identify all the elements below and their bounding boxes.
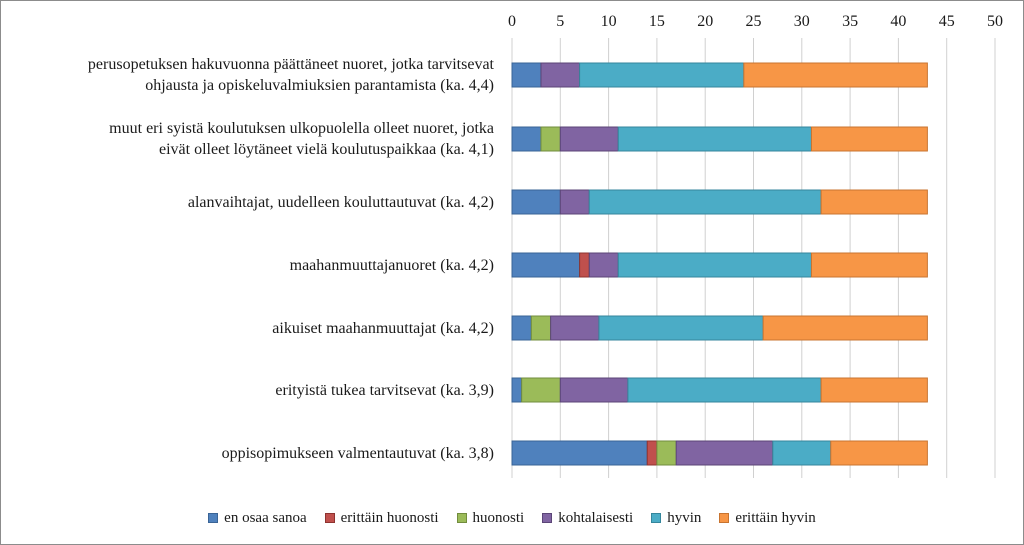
bar-segment-hyvin <box>588 189 822 215</box>
bar-segment-en-osaa-sanoa <box>511 440 648 466</box>
bar-segment-kohtalaisesti <box>559 189 590 215</box>
category-label: perusopetuksen hakuvuonna päättäneet nuo… <box>0 54 494 96</box>
bar-segment-hyvin <box>579 62 745 88</box>
legend-item: erittäin hyvin <box>719 509 816 527</box>
category-label: oppisopimukseen valmentautuvat (ka. 3,8) <box>0 443 494 464</box>
bar-segment-erittäin-hyvin <box>762 315 928 341</box>
legend-label: erittäin huonosti <box>340 509 439 526</box>
bar-segment-en-osaa-sanoa <box>511 315 532 341</box>
category-label: aikuiset maahanmuuttajat (ka. 4,2) <box>0 318 494 339</box>
category-label-line: ohjausta ja opiskeluvalmiuksien parantam… <box>145 77 494 94</box>
category-label-line: erityistä tukea tarvitsevat (ka. 3,9) <box>275 381 494 399</box>
x-tick-label: 20 <box>697 13 713 30</box>
bar-segment-kohtalaisesti <box>550 315 600 341</box>
x-tick-label: 35 <box>842 13 858 30</box>
legend-swatch <box>324 513 335 523</box>
chart-legend: en osaa sanoa erittäin huonosti huonosti ko… <box>0 506 1024 530</box>
bar-segment-erittäin-hyvin <box>743 62 928 88</box>
bar-segment-en-osaa-sanoa <box>511 377 523 403</box>
legend-label: hyvin <box>667 509 702 526</box>
bar-segment-hyvin <box>627 377 822 403</box>
bar-segment-kohtalaisesti <box>588 252 619 278</box>
bar-segment-hyvin <box>617 252 812 278</box>
legend-label: en osaa sanoa <box>224 509 307 526</box>
x-tick-label: 15 <box>649 13 665 30</box>
category-label-line: perusopetuksen hakuvuonna päättäneet nuo… <box>87 56 494 73</box>
x-tick-label: 25 <box>746 13 762 30</box>
legend-label: kohtalaisesti <box>558 509 634 526</box>
x-tick-label: 5 <box>556 13 564 30</box>
bar-segment-kohtalaisesti <box>559 126 619 152</box>
bar-segment-hyvin <box>617 126 812 152</box>
bar-segment-erittäin-hyvin <box>820 189 928 215</box>
category-label: muut eri syistä koulutuksen ulkopuolella… <box>0 118 494 160</box>
bar-segment-huonosti <box>656 440 677 466</box>
bar-segment-erittäin-huonosti <box>646 440 658 466</box>
bar-segment-erittäin-hyvin <box>810 126 928 152</box>
x-tick-label: 0 <box>508 13 516 30</box>
x-tick-label: 30 <box>794 13 810 30</box>
bar-segment-huonosti <box>521 377 561 403</box>
category-label-line: aikuiset maahanmuuttajat (ka. 4,2) <box>272 319 494 337</box>
bar-segment-erittäin-hyvin <box>810 252 928 278</box>
legend-item: kohtalaisesti <box>542 510 633 527</box>
bar-segment-hyvin <box>772 440 832 466</box>
legend-item: huonosti <box>456 509 525 527</box>
bar-segment-huonosti <box>540 126 561 152</box>
legend-label: huonosti <box>472 509 525 526</box>
category-label: erityistä tukea tarvitsevat (ka. 3,9) <box>0 380 494 401</box>
bar-segment-erittäin-huonosti <box>579 252 590 278</box>
legend-swatch <box>208 513 219 523</box>
x-tick-label: 50 <box>987 13 1003 30</box>
category-label-line: oppisopimukseen valmentautuvat (ka. 3,8) <box>221 444 494 462</box>
bar-segment-en-osaa-sanoa <box>511 62 542 88</box>
category-label: maahanmuuttajanuoret (ka. 4,2) <box>0 255 494 276</box>
bar-segment-kohtalaisesti <box>559 377 629 403</box>
legend-swatch <box>542 513 553 523</box>
x-tick-label: 45 <box>939 13 955 30</box>
x-tick-label: 40 <box>890 13 906 30</box>
category-label-line: eivät olleet löytäneet vielä koulutuspai… <box>159 141 494 158</box>
legend-swatch <box>456 513 467 523</box>
legend-swatch <box>719 513 730 523</box>
bar-segment-huonosti <box>530 315 552 341</box>
legend-item: en osaa sanoa <box>208 509 307 527</box>
bar-segment-kohtalaisesti <box>675 440 774 466</box>
category-label: alanvaihtajat, uudelleen kouluttautuvat … <box>0 192 494 213</box>
category-label-line: alanvaihtajat, uudelleen kouluttautuvat … <box>187 193 494 211</box>
bar-segment-hyvin <box>598 315 764 341</box>
legend-label: erittäin hyvin <box>735 509 816 526</box>
bar-segment-erittäin-hyvin <box>830 440 928 466</box>
legend-item: erittäin huonosti <box>324 509 439 527</box>
bar-segment-kohtalaisesti <box>540 62 581 88</box>
bar-segment-en-osaa-sanoa <box>511 126 542 152</box>
bar-segment-en-osaa-sanoa <box>511 252 581 278</box>
legend-swatch <box>651 513 662 523</box>
bar-segment-en-osaa-sanoa <box>511 189 561 215</box>
category-label-line: maahanmuuttajanuoret (ka. 4,2) <box>289 256 494 274</box>
x-tick-label: 10 <box>601 13 617 30</box>
category-label-line: muut eri syistä koulutuksen ulkopuolella… <box>109 120 494 137</box>
bar-segment-erittäin-hyvin <box>820 377 928 403</box>
legend-item: hyvin <box>651 510 701 527</box>
